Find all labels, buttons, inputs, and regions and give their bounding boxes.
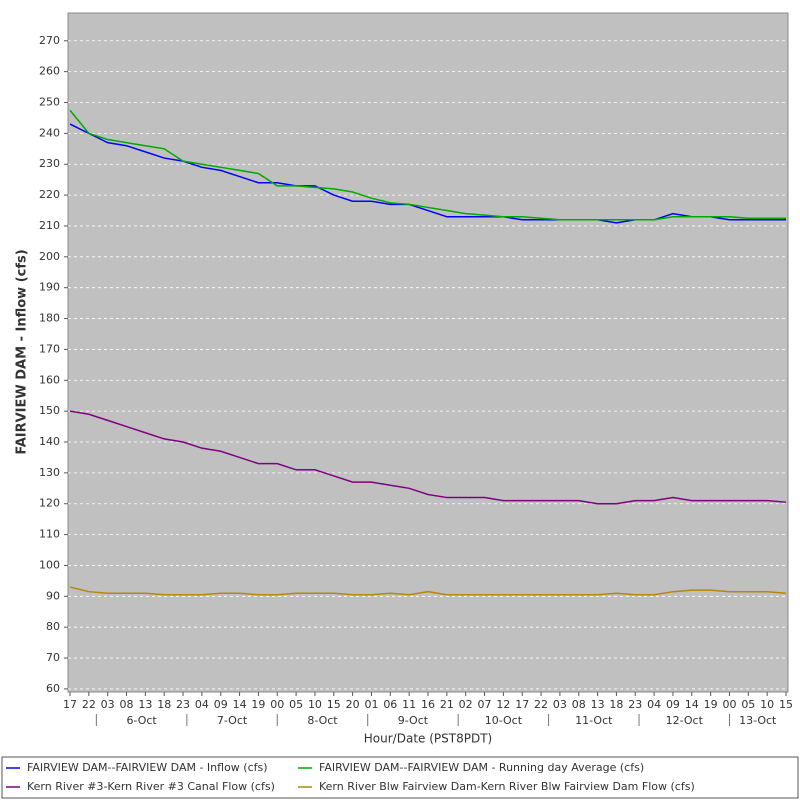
date-label: 10-Oct (485, 714, 523, 727)
y-tick-label: 90 (46, 589, 60, 602)
series-line (69, 123, 786, 224)
date-label: 9-Oct (398, 714, 429, 727)
x-tick-label: 04 (647, 698, 661, 711)
x-tick-label: 00 (722, 698, 736, 711)
y-tick-label: 70 (46, 651, 60, 664)
x-tick-label: 12 (496, 698, 510, 711)
y-tick-label: 230 (39, 157, 60, 170)
x-tick-label: 19 (251, 698, 265, 711)
x-tick-label: 23 (176, 698, 190, 711)
x-tick-label: 08 (120, 698, 134, 711)
x-tick-label: 21 (440, 698, 454, 711)
y-tick-label: 220 (39, 188, 60, 201)
date-label: 13-Oct (739, 714, 777, 727)
x-tick-label: 05 (741, 698, 755, 711)
legend-label: Kern River Blw Fairview Dam-Kern River B… (319, 780, 695, 793)
x-tick-label: 13 (138, 698, 152, 711)
x-tick-label: 09 (214, 698, 228, 711)
x-tick-label: 17 (63, 698, 77, 711)
y-tick-label: 150 (39, 404, 60, 417)
series-line (69, 586, 787, 596)
y-tick-label: 250 (39, 96, 60, 109)
x-tick-label: 20 (346, 698, 360, 711)
x-tick-label: 15 (327, 698, 341, 711)
y-tick-label: 130 (39, 466, 60, 479)
y-tick-label: 190 (39, 281, 60, 294)
y-axis-title: FAIRVIEW DAM - Inflow (cfs) (15, 249, 30, 454)
plot-area (67, 12, 789, 693)
y-tick-label: 200 (39, 250, 60, 263)
x-tick-label: 23 (628, 698, 642, 711)
date-label: 11-Oct (575, 714, 613, 727)
y-tick-label: 210 (39, 219, 60, 232)
y-tick-label: 140 (39, 435, 60, 448)
x-tick-label: 05 (289, 698, 303, 711)
x-tick-label: 18 (609, 698, 623, 711)
y-tick-label: 180 (39, 312, 60, 325)
legend-label: FAIRVIEW DAM--FAIRVIEW DAM - Inflow (cfs… (27, 761, 268, 774)
y-tick-label: 100 (39, 558, 60, 571)
date-label: 6-Oct (126, 714, 157, 727)
x-tick-label: 16 (421, 698, 435, 711)
series-line (69, 410, 787, 505)
x-tick-label: 10 (308, 698, 322, 711)
x-tick-label: 14 (233, 698, 247, 711)
x-tick-label: 07 (478, 698, 492, 711)
x-tick-label: 02 (459, 698, 473, 711)
x-tick-label: 22 (534, 698, 548, 711)
x-tick-label: 14 (685, 698, 699, 711)
x-tick-label: 10 (760, 698, 774, 711)
x-tick-label: 03 (101, 698, 115, 711)
x-tick-label: 13 (591, 698, 605, 711)
x-tick-label: 00 (270, 698, 284, 711)
x-tick-label: 06 (383, 698, 397, 711)
date-label: 7-Oct (217, 714, 248, 727)
date-label: 8-Oct (307, 714, 338, 727)
x-tick-label: 15 (779, 698, 793, 711)
date-label: 12-Oct (666, 714, 704, 727)
legend-label: FAIRVIEW DAM--FAIRVIEW DAM - Running day… (319, 761, 644, 774)
series-line (69, 109, 786, 221)
x-tick-label: 03 (553, 698, 567, 711)
legend (1, 756, 799, 799)
x-tick-label: 11 (402, 698, 416, 711)
y-tick-label: 270 (39, 34, 60, 47)
x-tick-label: 19 (704, 698, 718, 711)
y-tick-label: 170 (39, 342, 60, 355)
x-tick-label: 17 (515, 698, 529, 711)
y-tick-label: 240 (39, 126, 60, 139)
x-tick-label: 09 (666, 698, 680, 711)
y-tick-label: 80 (46, 620, 60, 633)
legend-label: Kern River #3-Kern River #3 Canal Flow (… (27, 780, 275, 793)
x-tick-label: 18 (157, 698, 171, 711)
x-tick-label: 08 (572, 698, 586, 711)
y-tick-label: 160 (39, 373, 60, 386)
x-tick-label: 04 (195, 698, 209, 711)
y-tick-label: 110 (39, 528, 60, 541)
x-tick-label: 22 (82, 698, 96, 711)
x-tick-label: 01 (364, 698, 378, 711)
y-tick-label: 260 (39, 65, 60, 78)
x-axis-title: Hour/Date (PST8PDT) (364, 732, 492, 746)
y-tick-label: 60 (46, 682, 60, 695)
y-tick-label: 120 (39, 497, 60, 510)
